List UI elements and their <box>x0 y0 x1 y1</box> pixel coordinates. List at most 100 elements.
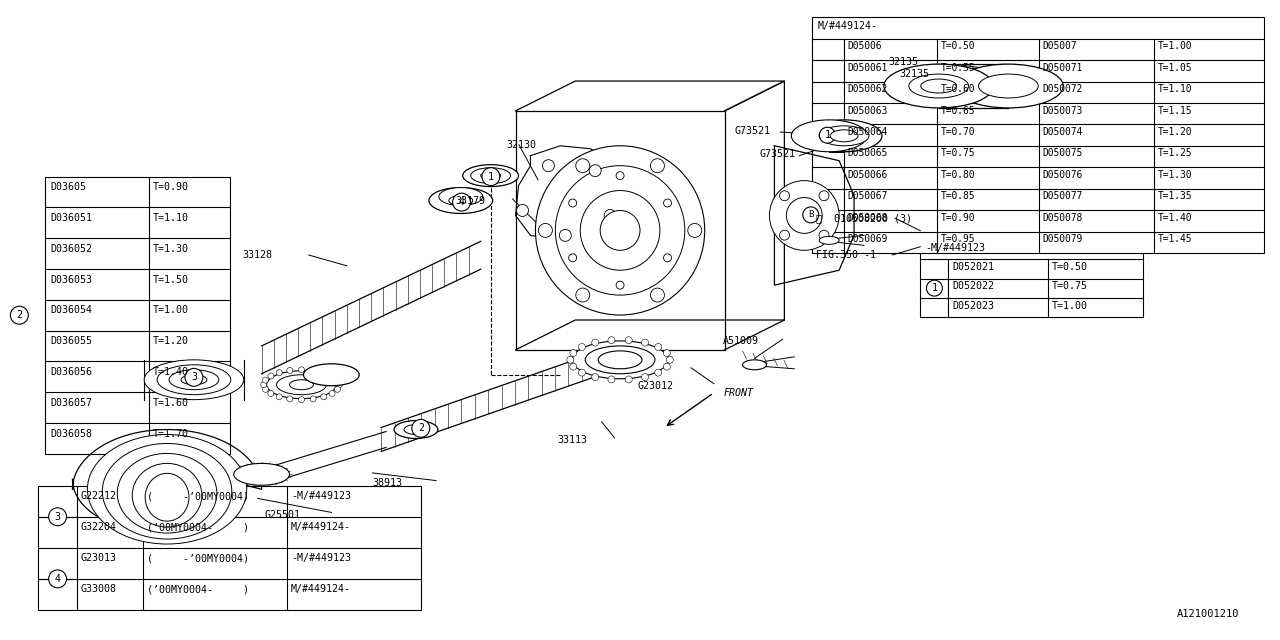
Circle shape <box>927 280 942 296</box>
Text: D050069: D050069 <box>847 234 888 244</box>
Bar <box>45 177 229 454</box>
Text: D03605: D03605 <box>50 182 86 192</box>
Circle shape <box>570 363 577 370</box>
Text: D050067: D050067 <box>847 191 888 202</box>
Circle shape <box>568 199 577 207</box>
Circle shape <box>819 230 829 240</box>
Circle shape <box>268 390 274 397</box>
Circle shape <box>337 381 342 388</box>
Text: T=1.30: T=1.30 <box>154 244 189 254</box>
Circle shape <box>687 223 701 237</box>
Circle shape <box>287 396 293 402</box>
Circle shape <box>663 363 671 370</box>
Circle shape <box>641 339 649 346</box>
Text: T=0.50: T=0.50 <box>1052 262 1088 273</box>
Text: G23012: G23012 <box>637 381 673 390</box>
Ellipse shape <box>463 164 518 187</box>
Text: T=0.80: T=0.80 <box>941 170 975 180</box>
Circle shape <box>576 159 590 173</box>
Ellipse shape <box>535 146 705 315</box>
Circle shape <box>570 349 577 356</box>
Text: D052021: D052021 <box>952 262 995 273</box>
Text: D050079: D050079 <box>1043 234 1083 244</box>
Text: G25501: G25501 <box>264 510 300 520</box>
Text: D036058: D036058 <box>50 429 92 438</box>
Text: T=0.60: T=0.60 <box>941 84 975 94</box>
Ellipse shape <box>978 74 1038 98</box>
Text: 33128: 33128 <box>242 250 273 260</box>
Ellipse shape <box>118 453 216 533</box>
Text: T=1.10: T=1.10 <box>1157 84 1192 94</box>
Text: 1: 1 <box>488 172 494 182</box>
Circle shape <box>655 344 662 351</box>
Circle shape <box>608 337 614 344</box>
Ellipse shape <box>742 360 767 370</box>
Text: T=1.05: T=1.05 <box>1157 63 1192 73</box>
Text: D036055: D036055 <box>50 336 92 346</box>
Circle shape <box>412 419 430 437</box>
Text: 4: 4 <box>458 197 465 207</box>
Text: D052022: D052022 <box>952 282 995 291</box>
Circle shape <box>329 390 335 397</box>
Text: T=1.45: T=1.45 <box>1157 234 1192 244</box>
Circle shape <box>539 223 553 237</box>
Circle shape <box>579 344 585 351</box>
Circle shape <box>819 127 836 143</box>
Text: 32135: 32135 <box>899 69 929 79</box>
Ellipse shape <box>169 370 219 390</box>
Ellipse shape <box>429 188 493 214</box>
Ellipse shape <box>580 191 660 270</box>
Circle shape <box>49 570 67 588</box>
Text: D050068: D050068 <box>847 212 888 223</box>
Text: 38913: 38913 <box>372 478 402 488</box>
Text: T=1.40: T=1.40 <box>154 367 189 377</box>
Circle shape <box>650 159 664 173</box>
Ellipse shape <box>819 236 840 244</box>
Ellipse shape <box>145 360 243 399</box>
Text: G33008: G33008 <box>81 584 116 595</box>
Ellipse shape <box>954 64 1064 108</box>
Text: FRONT: FRONT <box>723 388 754 398</box>
Text: T=1.00: T=1.00 <box>154 305 189 316</box>
Ellipse shape <box>585 346 655 374</box>
Text: T=0.70: T=0.70 <box>941 127 975 137</box>
Text: T=1.10: T=1.10 <box>154 213 189 223</box>
Circle shape <box>517 205 529 216</box>
Ellipse shape <box>157 365 230 395</box>
Circle shape <box>453 193 471 211</box>
Text: D036054: D036054 <box>50 305 92 316</box>
Text: D05006: D05006 <box>847 42 882 51</box>
Text: T=1.00: T=1.00 <box>1157 42 1192 51</box>
Ellipse shape <box>831 130 858 142</box>
Ellipse shape <box>806 120 882 152</box>
Text: T=1.35: T=1.35 <box>1157 191 1192 202</box>
Text: D050061: D050061 <box>847 63 888 73</box>
Circle shape <box>10 307 28 324</box>
Circle shape <box>589 164 602 177</box>
Circle shape <box>650 288 664 302</box>
Text: 2: 2 <box>417 423 424 433</box>
Text: T=1.50: T=1.50 <box>154 275 189 285</box>
Text: (     -’00MY0004): ( -’00MY0004) <box>147 492 248 501</box>
Circle shape <box>604 209 616 221</box>
Text: D050078: D050078 <box>1043 212 1083 223</box>
Text: M/#449124-: M/#449124- <box>291 522 351 532</box>
Circle shape <box>49 508 67 525</box>
Text: T=0.90: T=0.90 <box>154 182 189 192</box>
Circle shape <box>625 376 632 383</box>
Text: B: B <box>808 211 814 220</box>
Text: T=0.90: T=0.90 <box>941 212 975 223</box>
Circle shape <box>298 367 305 372</box>
Ellipse shape <box>786 198 822 234</box>
Ellipse shape <box>481 172 500 180</box>
Text: T=0.85: T=0.85 <box>941 191 975 202</box>
Circle shape <box>608 376 614 383</box>
Circle shape <box>268 373 274 379</box>
Text: 4: 4 <box>55 574 60 584</box>
Ellipse shape <box>289 380 314 390</box>
Text: A121001210: A121001210 <box>1176 609 1239 620</box>
Circle shape <box>819 191 829 201</box>
Circle shape <box>663 199 672 207</box>
Text: T=1.20: T=1.20 <box>1157 127 1192 137</box>
Text: G32204: G32204 <box>81 522 116 532</box>
